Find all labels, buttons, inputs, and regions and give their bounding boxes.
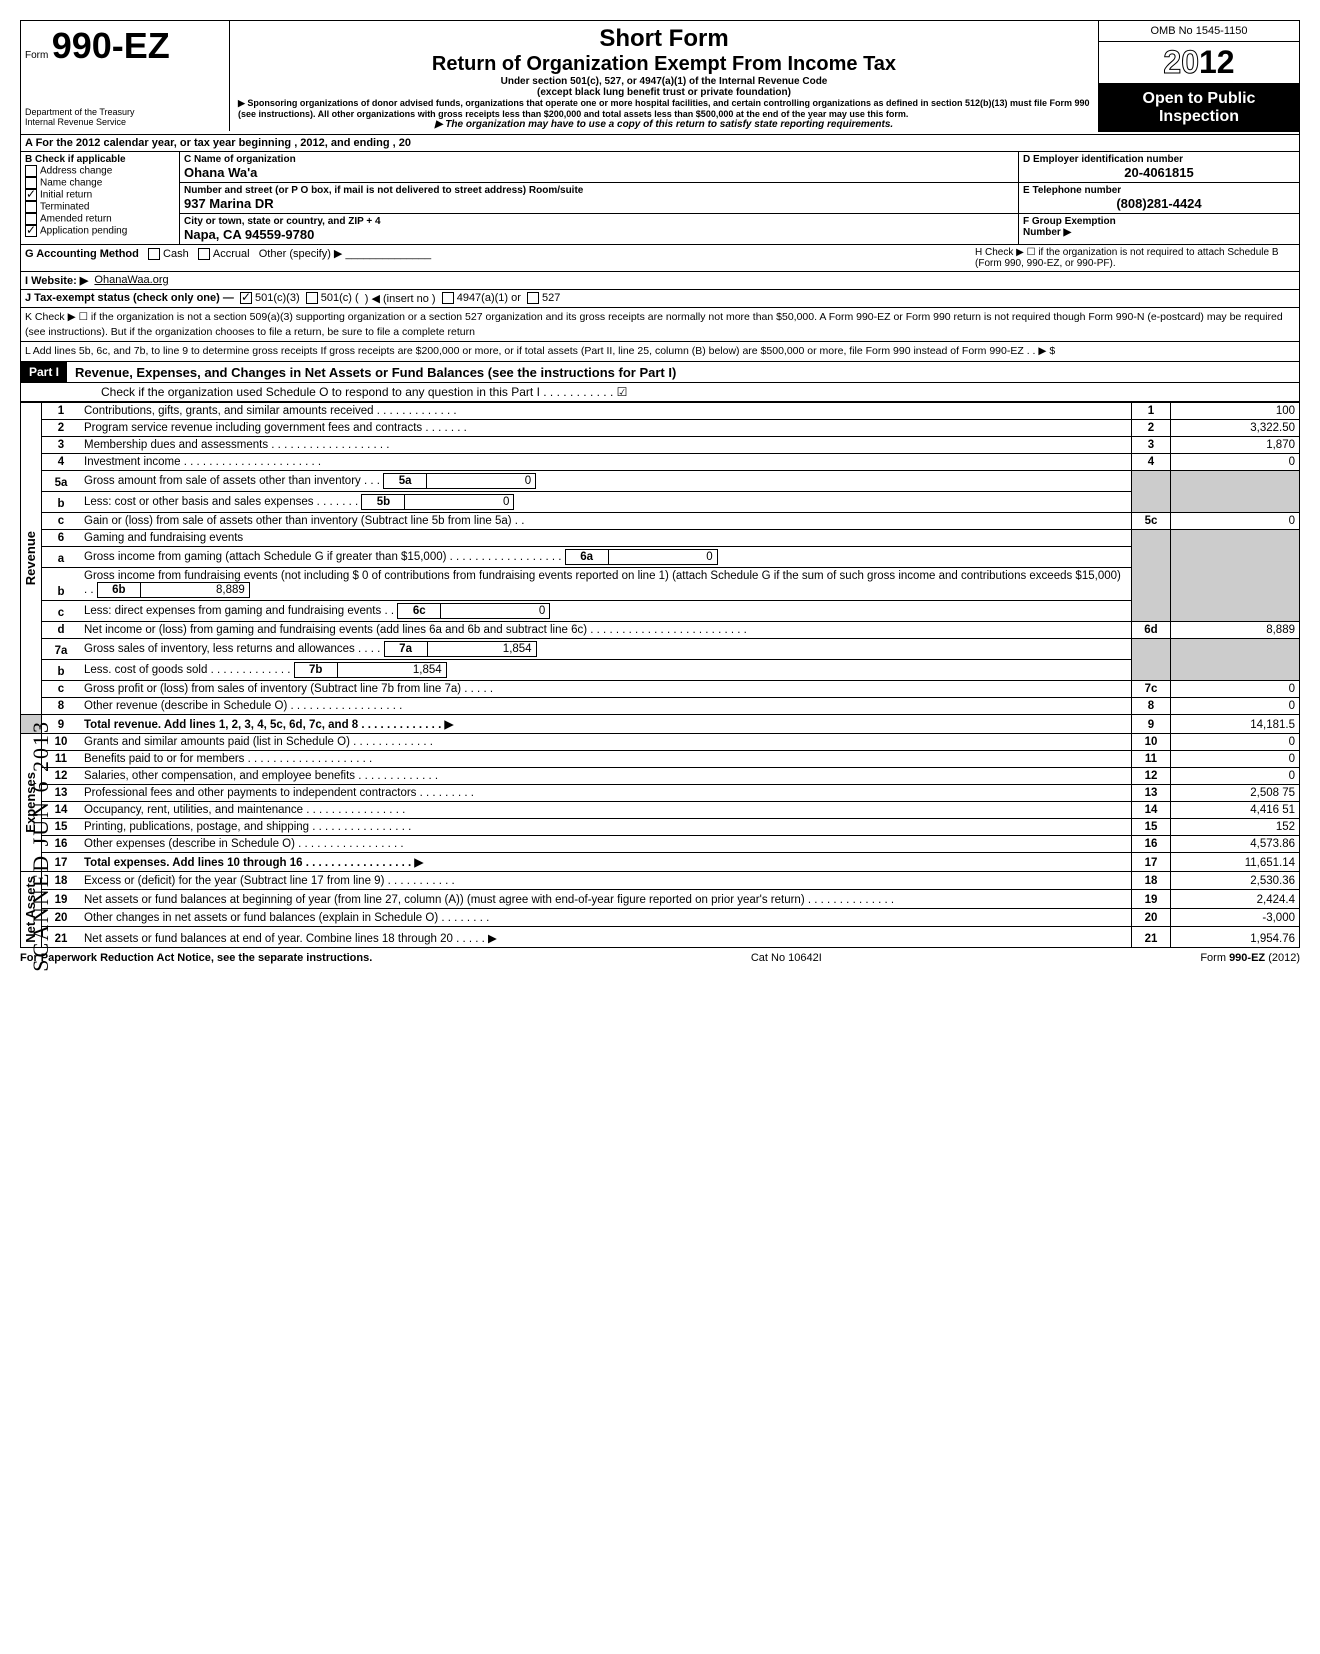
expenses-label: Expenses: [21, 768, 40, 837]
chk-amended[interactable]: Amended return: [25, 213, 175, 225]
part-1-header-row: Part I Revenue, Expenses, and Changes in…: [20, 362, 1300, 383]
page-footer: For Paperwork Reduction Act Notice, see …: [20, 948, 1300, 968]
sponsor-note: ▶ Sponsoring organizations of donor advi…: [238, 98, 1090, 119]
omb-number: OMB No 1545-1150: [1099, 21, 1299, 42]
col-de: D Employer identification number 20-4061…: [1019, 152, 1299, 244]
tax-year: 20201212: [1099, 42, 1299, 84]
subtitle-1: Under section 501(c), 527, or 4947(a)(1)…: [238, 76, 1090, 87]
netassets-label: Net Assets: [21, 872, 40, 947]
ein-label: D Employer identification number: [1023, 154, 1295, 165]
form-number: 990-EZ: [52, 25, 170, 66]
name-label: C Name of organization: [184, 154, 1014, 165]
dept-irs: Internal Revenue Service: [25, 117, 225, 127]
form-page: Form 990-EZ Department of the Treasury I…: [20, 20, 1300, 968]
form-prefix: Form: [25, 50, 48, 61]
subtitle-2: (except black lung benefit trust or priv…: [238, 87, 1090, 98]
part-1-check-row: Check if the organization used Schedule …: [20, 383, 1300, 402]
row-g-accounting: G Accounting Method Cash Accrual Other (…: [20, 245, 1300, 272]
phone-value: (808)281-4424: [1023, 196, 1295, 211]
row-j-tax-status: J Tax-exempt status (check only one) — 5…: [20, 290, 1300, 308]
form-number-box: Form 990-EZ Department of the Treasury I…: [21, 21, 230, 131]
revenue-label: Revenue: [21, 527, 40, 589]
org-name: Ohana Wa'a: [184, 165, 1014, 180]
row-i-website: I Website: ▶ OhanaWaa.org: [20, 272, 1300, 290]
group-exempt-label: F Group Exemption: [1023, 216, 1295, 227]
addr-label: Number and street (or P O box, if mail i…: [184, 185, 1014, 196]
chk-pending[interactable]: Application pending: [25, 225, 175, 237]
chk-address[interactable]: Address change: [25, 165, 175, 177]
footer-right: Form 990-EZ (2012): [1200, 952, 1300, 964]
form-header: Form 990-EZ Department of the Treasury I…: [20, 20, 1300, 135]
chk-initial[interactable]: Initial return: [25, 189, 175, 201]
part-1-table: Revenue 1Contributions, gifts, grants, a…: [20, 402, 1300, 948]
short-form-label: Short Form: [238, 25, 1090, 53]
group-exempt-label2: Number ▶: [1023, 227, 1295, 238]
row-k-check: K Check ▶ ☐ if the organization is not a…: [20, 308, 1300, 342]
title-box: Short Form Return of Organization Exempt…: [230, 21, 1098, 134]
row-h-schedule-b: H Check ▶ ☐ if the organization is not r…: [975, 247, 1295, 269]
section-bcde: B Check if applicable Address change Nam…: [20, 152, 1300, 245]
footer-left: For Paperwork Reduction Act Notice, see …: [20, 952, 372, 964]
chk-name[interactable]: Name change: [25, 177, 175, 189]
phone-label: E Telephone number: [1023, 185, 1295, 196]
footer-mid: Cat No 10642I: [751, 952, 822, 964]
city-label: City or town, state or country, and ZIP …: [184, 216, 1014, 227]
dept-treasury: Department of the Treasury: [25, 107, 225, 117]
row-a-tax-year: A For the 2012 calendar year, or tax yea…: [20, 135, 1300, 152]
chk-terminated[interactable]: Terminated: [25, 201, 175, 213]
part-1-label: Part I: [21, 362, 67, 382]
col-c-org-info: C Name of organization Ohana Wa'a Number…: [180, 152, 1019, 244]
org-address: 937 Marina DR: [184, 196, 1014, 211]
col-b-checkboxes: B Check if applicable Address change Nam…: [21, 152, 180, 244]
row-l-gross-receipts: L Add lines 5b, 6c, and 7b, to line 9 to…: [20, 342, 1300, 362]
copy-note: ▶ The organization may have to use a cop…: [238, 119, 1090, 130]
return-title: Return of Organization Exempt From Incom…: [238, 53, 1090, 76]
ein-value: 20-4061815: [1023, 165, 1295, 180]
open-to-public: Open to Public Inspection: [1099, 84, 1299, 132]
part-1-title: Revenue, Expenses, and Changes in Net As…: [67, 365, 676, 380]
org-city: Napa, CA 94559-9780: [184, 227, 1014, 242]
col-b-header: B Check if applicable: [25, 154, 175, 165]
omb-box: OMB No 1545-1150 20201212 Open to Public…: [1098, 21, 1299, 132]
